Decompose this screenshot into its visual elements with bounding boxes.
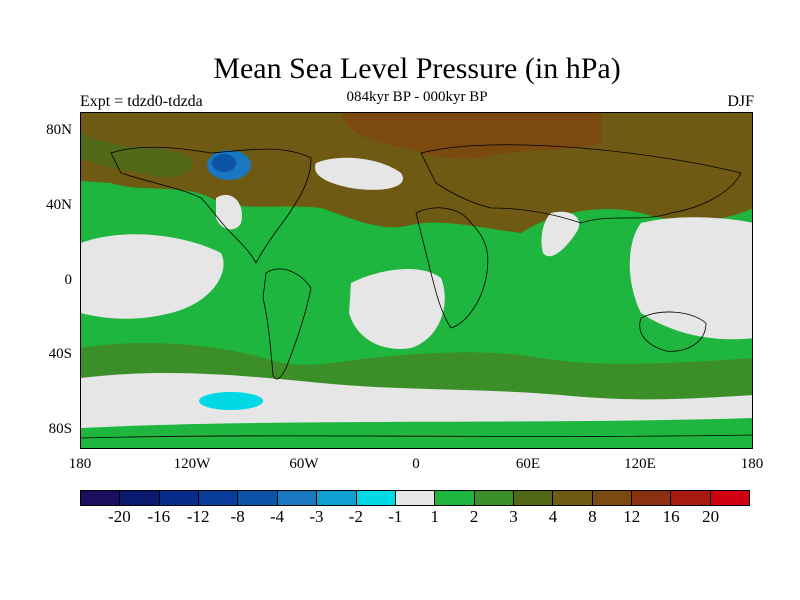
colorbar-swatch: [317, 491, 357, 505]
lon-label-0: 0: [412, 456, 420, 472]
antarctic-band: [81, 418, 752, 448]
north-america-low: [216, 194, 242, 230]
antarctic-coast: [81, 434, 752, 439]
lon-label-180w: 180: [68, 456, 92, 472]
colorbar-swatch: [81, 491, 121, 505]
lat-label-40s: 40S: [48, 346, 72, 362]
colorbar-swatch: [159, 491, 200, 505]
colorbar-label: -16: [147, 507, 171, 526]
southern-depression: [199, 392, 263, 410]
colorbar-swatch: [513, 491, 554, 505]
colorbar-label: 20: [702, 507, 720, 526]
north-atlantic-low: [315, 157, 403, 190]
map-canvas: [81, 113, 752, 448]
colorbar-swatch: [199, 491, 239, 505]
lon-label-60w: 60W: [289, 456, 319, 472]
colorbar-label: -3: [309, 507, 324, 526]
lat-label-eq: 0: [64, 272, 73, 288]
lat-label-40n: 40N: [46, 197, 72, 213]
colorbar-label: 3: [509, 507, 518, 526]
colorbar-swatch: [356, 491, 396, 505]
season-label: DJF: [727, 93, 754, 110]
colorbar-swatch: [395, 491, 436, 505]
colorbar-label: -8: [230, 507, 245, 526]
colorbar: [80, 490, 750, 506]
colorbar-swatch: [435, 491, 475, 505]
colorbar-label: 8: [588, 507, 597, 526]
colorbar-swatch: [238, 491, 278, 505]
colorbar-swatch: [474, 491, 514, 505]
lon-label-120e: 120E: [624, 456, 656, 472]
southern-ocean-low: [81, 373, 752, 428]
colorbar-label: 4: [548, 507, 558, 526]
hudson-depression-core: [212, 154, 236, 172]
lat-label-80s: 80S: [48, 421, 72, 437]
map-title: Mean Sea Level Pressure (in hPa): [213, 52, 621, 85]
colorbar-label: -2: [348, 507, 363, 526]
colorbar-label: 12: [623, 507, 641, 526]
south-atlantic-low: [349, 268, 445, 349]
east-pacific-low: [81, 234, 224, 319]
colorbar-label: -20: [108, 507, 131, 526]
colorbar-swatch: [632, 491, 672, 505]
west-pacific-low: [629, 217, 752, 340]
colorbar-swatch: [277, 491, 318, 505]
lon-label-180e: 180: [740, 456, 764, 472]
colorbar-swatch: [710, 491, 750, 505]
colorbar-label: 2: [469, 507, 479, 526]
lon-label-60e: 60E: [515, 456, 541, 472]
colorbar-swatch: [592, 491, 633, 505]
arctic-high-region: [341, 113, 601, 160]
colorbar-label: -1: [388, 507, 403, 526]
colorbar-label: 16: [662, 507, 680, 526]
colorbar-label: -4: [269, 507, 285, 526]
colorbar-swatch: [671, 491, 711, 505]
pressure-map: [80, 112, 753, 449]
alaska-region: [81, 133, 193, 178]
colorbar-swatch: [120, 491, 160, 505]
lat-label-80n: 80N: [46, 122, 72, 138]
map-subtitle: 084kyr BP - 000kyr BP: [346, 89, 488, 105]
coastlines: [110, 144, 742, 380]
arabian-low: [541, 211, 580, 257]
colorbar-label: -12: [186, 507, 210, 526]
lon-label-120w: 120W: [173, 456, 211, 472]
colorbar-label: 1: [430, 507, 439, 526]
colorbar-swatch: [553, 491, 593, 505]
experiment-label: Expt = tdzd0-tdzda: [80, 93, 203, 110]
